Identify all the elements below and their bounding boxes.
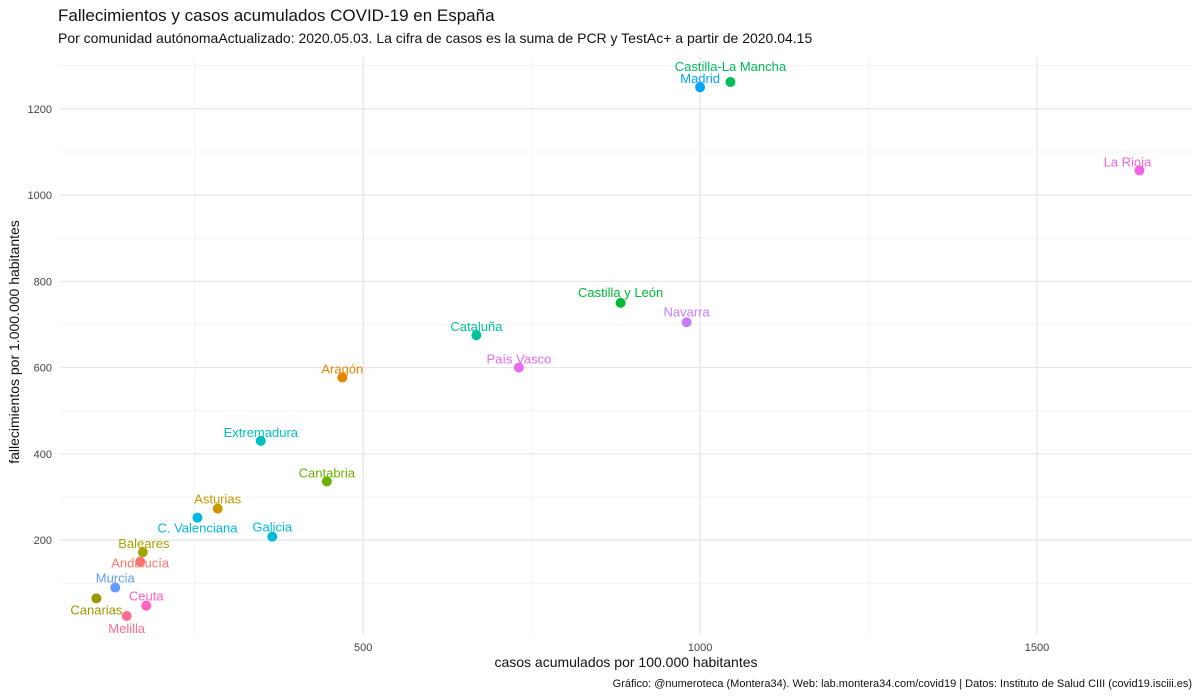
- point-label-baleares: Baleares: [118, 536, 170, 551]
- point-castilla-y-leon: [615, 297, 626, 308]
- point-label-murcia: Murcia: [96, 571, 136, 586]
- y-axis-label: fallecimientos por 1.000.000 habitantes: [6, 220, 22, 464]
- point-label-cantabria: Cantabria: [299, 465, 356, 480]
- y-tick-label: 800: [34, 276, 52, 288]
- point-label-melilla: Melilla: [108, 621, 146, 636]
- point-ceuta: [141, 600, 152, 611]
- chart-title: Fallecimientos y casos acumulados COVID-…: [58, 6, 495, 25]
- point-navarra: [681, 317, 692, 328]
- point-label-c-valenciana: C. Valenciana: [157, 521, 238, 536]
- point-murcia: [110, 582, 121, 593]
- x-tick-label: 1000: [688, 642, 712, 654]
- point-baleares: [137, 547, 148, 558]
- point-pais-vasco: [513, 362, 524, 373]
- y-tick-label: 600: [34, 363, 52, 375]
- point-madrid: [695, 82, 706, 93]
- point-melilla: [121, 611, 132, 622]
- x-axis-label: casos acumulados por 100.000 habitantes: [494, 654, 758, 670]
- y-tick-label: 400: [34, 449, 52, 461]
- point-label-asturias: Asturias: [194, 492, 241, 507]
- x-tick-label: 1500: [1025, 642, 1049, 654]
- point-label-aragon: Aragón: [321, 361, 363, 376]
- point-label-extremadura: Extremadura: [224, 425, 299, 440]
- point-label-cataluna: Cataluña: [450, 319, 503, 334]
- x-tick-label: 500: [354, 642, 372, 654]
- point-label-pais-vasco: País Vasco: [486, 352, 551, 367]
- point-c-valenciana: [192, 512, 203, 523]
- point-aragon: [337, 372, 348, 383]
- point-la-rioja: [1134, 165, 1145, 176]
- point-label-navarra: Navarra: [664, 304, 711, 319]
- point-asturias: [212, 503, 223, 514]
- point-label-canarias: Canarias: [70, 602, 123, 617]
- point-cantabria: [321, 476, 332, 487]
- point-label-castilla-la-mancha: Castilla-La Mancha: [675, 59, 787, 74]
- point-label-galicia: Galicia: [252, 520, 293, 535]
- point-label-ceuta: Ceuta: [129, 589, 164, 604]
- chart-caption: Gráfico: @numeroteca (Montera34). Web: l…: [612, 678, 1192, 690]
- point-canarias: [91, 593, 102, 604]
- chart-subtitle: Por comunidad autónomaActualizado: 2020.…: [58, 30, 813, 46]
- point-galicia: [267, 531, 278, 542]
- y-tick-label: 200: [34, 535, 52, 547]
- point-label-castilla-y-leon: Castilla y León: [578, 285, 663, 300]
- point-castilla-la-mancha: [725, 77, 736, 88]
- y-tick-label: 1200: [28, 104, 52, 116]
- point-label-la-rioja: La Rioja: [1104, 154, 1152, 169]
- point-cataluna: [471, 330, 482, 341]
- point-andalucia: [135, 556, 146, 567]
- point-extremadura: [255, 435, 266, 446]
- point-label-andalucia: Andalucía: [111, 556, 170, 571]
- point-label-madrid: Madrid: [680, 71, 720, 86]
- y-tick-label: 1000: [28, 190, 52, 202]
